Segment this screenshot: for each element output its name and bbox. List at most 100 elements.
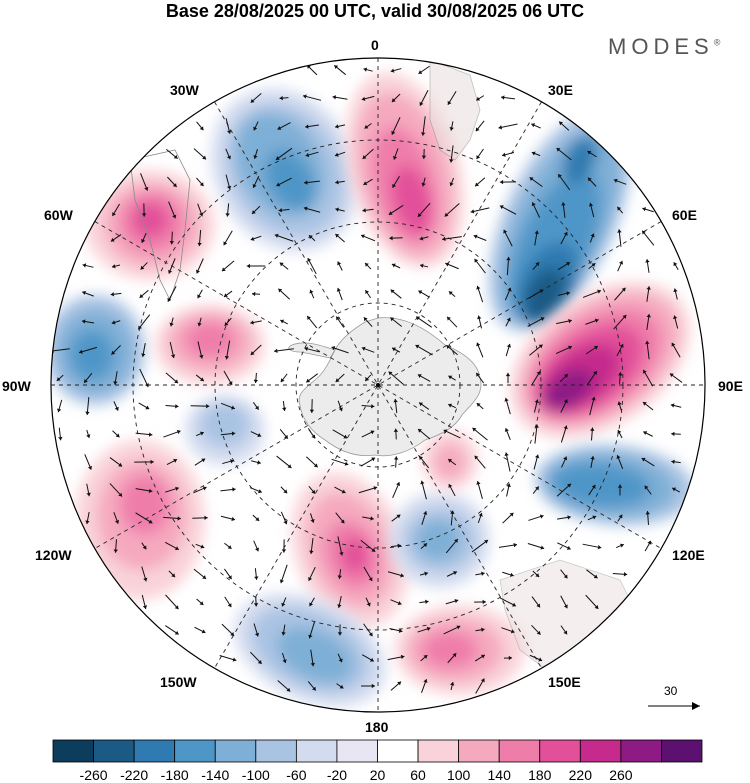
wind-vector-head [567,515,571,520]
wind-vector-head [390,317,395,322]
wind-vector-head [230,459,234,464]
anomaly-blob [75,440,205,600]
wind-vector-head [337,632,343,636]
anomaly-blob [155,305,265,385]
wind-vector-head [363,317,368,322]
wind-vector-head [388,371,393,376]
wind-vector [275,147,293,161]
wind-vector-head [370,430,375,435]
wind-vector-head [393,428,399,432]
wind-vector-head [390,68,395,73]
wind-vector-head [506,343,512,348]
wind-vector-head [476,285,481,290]
wind-vector-head [418,290,423,295]
wind-vector-head [563,574,568,579]
longitude-label-60e: 60E [672,207,697,223]
wind-vector-head [174,605,179,610]
colorbar-tick-label: -140 [201,767,230,783]
antarctica-landmass [298,317,482,457]
wind-vector-head [221,267,226,272]
wind-vector-head [274,348,278,354]
wind-vector-head [645,340,650,345]
wind-vector-head [312,686,316,691]
wind-vector-head [538,344,543,349]
wind-vector-head [531,123,536,128]
wind-vector-head [417,374,422,379]
wind-vector-head [371,548,376,552]
wind-vector-head [202,155,207,160]
wind-vector-head [171,573,176,578]
wind-vector-head [176,429,181,435]
wind-vector-head [475,127,480,132]
wind-vector-head [512,602,516,607]
wind-vector-head [148,519,153,524]
wind-vector-head [253,379,259,383]
wind-vector-head [448,291,453,296]
wind-vector-head [371,457,376,462]
wind-vector-head [206,403,210,409]
wind-vector-head [473,234,478,239]
wind-vector-head [392,155,398,160]
wind-vector-head [142,605,148,609]
anomaly-blob [234,593,386,707]
wind-vector-head [150,459,154,465]
wind-vector-head [621,287,626,292]
wind-vector-head [617,206,622,211]
colorbar-tick-label: 140 [487,767,511,783]
wind-vector-head [257,660,262,664]
wind-vector-head [339,551,344,556]
wind-vector-head [393,456,399,460]
south-america-coast [129,149,191,302]
wind-vector-head [148,432,153,437]
wind-vector-head [169,322,174,327]
wind-vector-head [538,657,543,662]
wind-vector [444,203,460,217]
wind-vector-head [227,545,232,549]
wind-vector-head [480,654,485,659]
wind-vector-head [420,132,426,136]
wind-vector-head [111,264,116,269]
wind-vector-head [281,602,286,607]
wind-vector-head [568,345,572,350]
wind-vector-head [282,659,287,663]
wind-vector-head [338,658,343,663]
wind-vector-head [361,346,366,351]
wind-vector-head [366,602,371,607]
wind-vector-head [452,653,457,658]
colorbar-swatch [133,739,176,763]
wind-vector-head [334,152,339,157]
wind-vector-head [563,399,568,404]
wind-vector-head [425,599,429,604]
wind-vector-head [228,381,233,385]
wind-vector-head [202,486,207,491]
wind-vector-head [587,177,592,182]
colorbar-swatch [52,739,94,763]
wind-vector-head [86,492,91,497]
wind-vector-head [642,207,647,212]
wind-vector-head [313,463,318,468]
registered-mark: ® [713,37,721,48]
wind-vector-head [481,627,485,632]
wind-vector-head [283,520,288,525]
wind-vector-head [341,489,346,494]
colorbar-swatch [214,739,257,763]
wind-vector-head [563,630,568,635]
wind-vector-head [197,242,202,247]
wind-vector-head [114,406,119,411]
wind-vector-head [591,263,596,268]
anomaly-fields [51,72,695,707]
longitude-label-30e: 30E [548,82,573,98]
wind-vector-head [86,434,91,439]
wind-vector-head [397,681,402,686]
wind-vector-head [200,544,205,549]
wind-vector-head [454,598,459,604]
wind-vector-head [118,492,123,497]
wind-vector-head [287,464,292,468]
wind-vector-head [81,319,86,324]
wind-vector-head [618,372,623,376]
africa-coast [429,59,481,161]
wind-vector-head [563,456,568,461]
wind-vector [274,234,294,242]
colorbar-swatch [255,739,297,763]
wind-vector-head [361,234,365,239]
